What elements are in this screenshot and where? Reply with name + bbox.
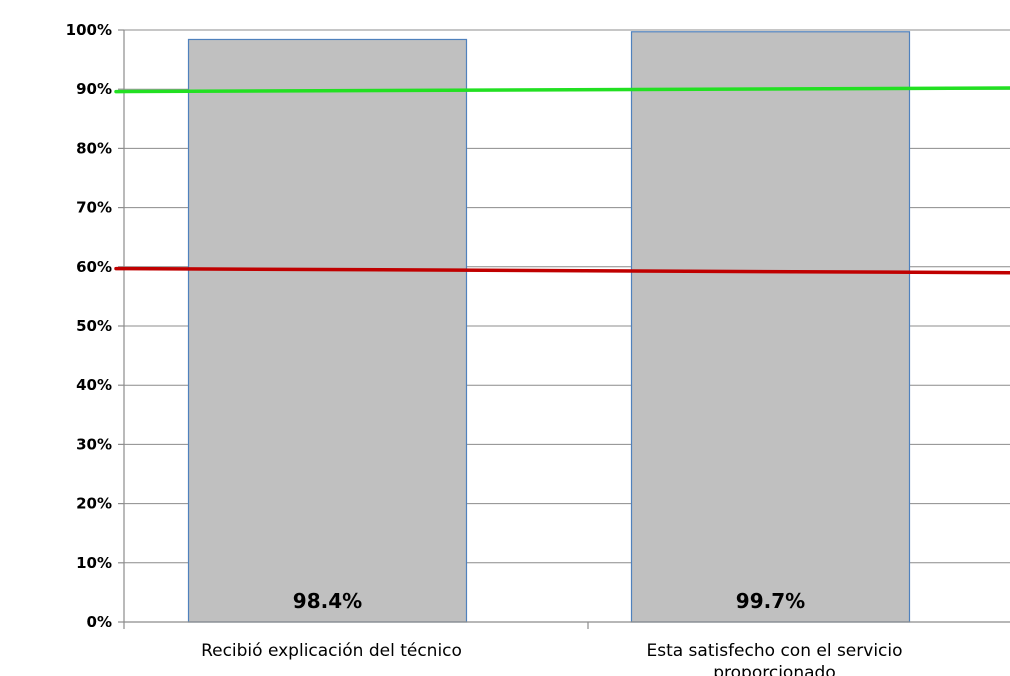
y-tick-label: 90% [76,80,112,98]
category-label-line: Esta satisfecho con el servicio [646,641,902,661]
category-label: Recibió explicación del técnico [201,641,462,661]
y-tick-label: 20% [76,495,112,513]
bar [187,38,468,623]
data-label: 98.4% [293,589,362,613]
reference-line [114,86,1010,94]
category-label: Esta satisfecho con el servicio proporcio… [646,641,902,676]
bar [630,31,911,623]
y-tick-label: 60% [76,258,112,276]
y-tick-label: 80% [76,139,112,157]
y-tick-label: 100% [66,21,112,39]
reference-lines [114,86,1010,275]
y-tick-label: 0% [87,613,112,631]
bars [187,31,911,623]
y-tick-label: 40% [76,376,112,394]
y-tick-label: 50% [76,317,112,335]
y-tick-label: 10% [76,554,112,572]
axes [118,29,1010,629]
y-tick-label: 30% [76,435,112,453]
reference-line [114,266,1010,275]
y-tick-label: 70% [76,199,112,217]
data-label: 99.7% [736,589,805,613]
category-label-line: proporcionado [713,663,835,676]
labels: 0% 10% 20% 30% 40% 50% 60% 70% 80% 90% 100% 98.4% Re… [66,21,903,676]
category-label-line: Recibió explicación del técnico [201,641,462,661]
